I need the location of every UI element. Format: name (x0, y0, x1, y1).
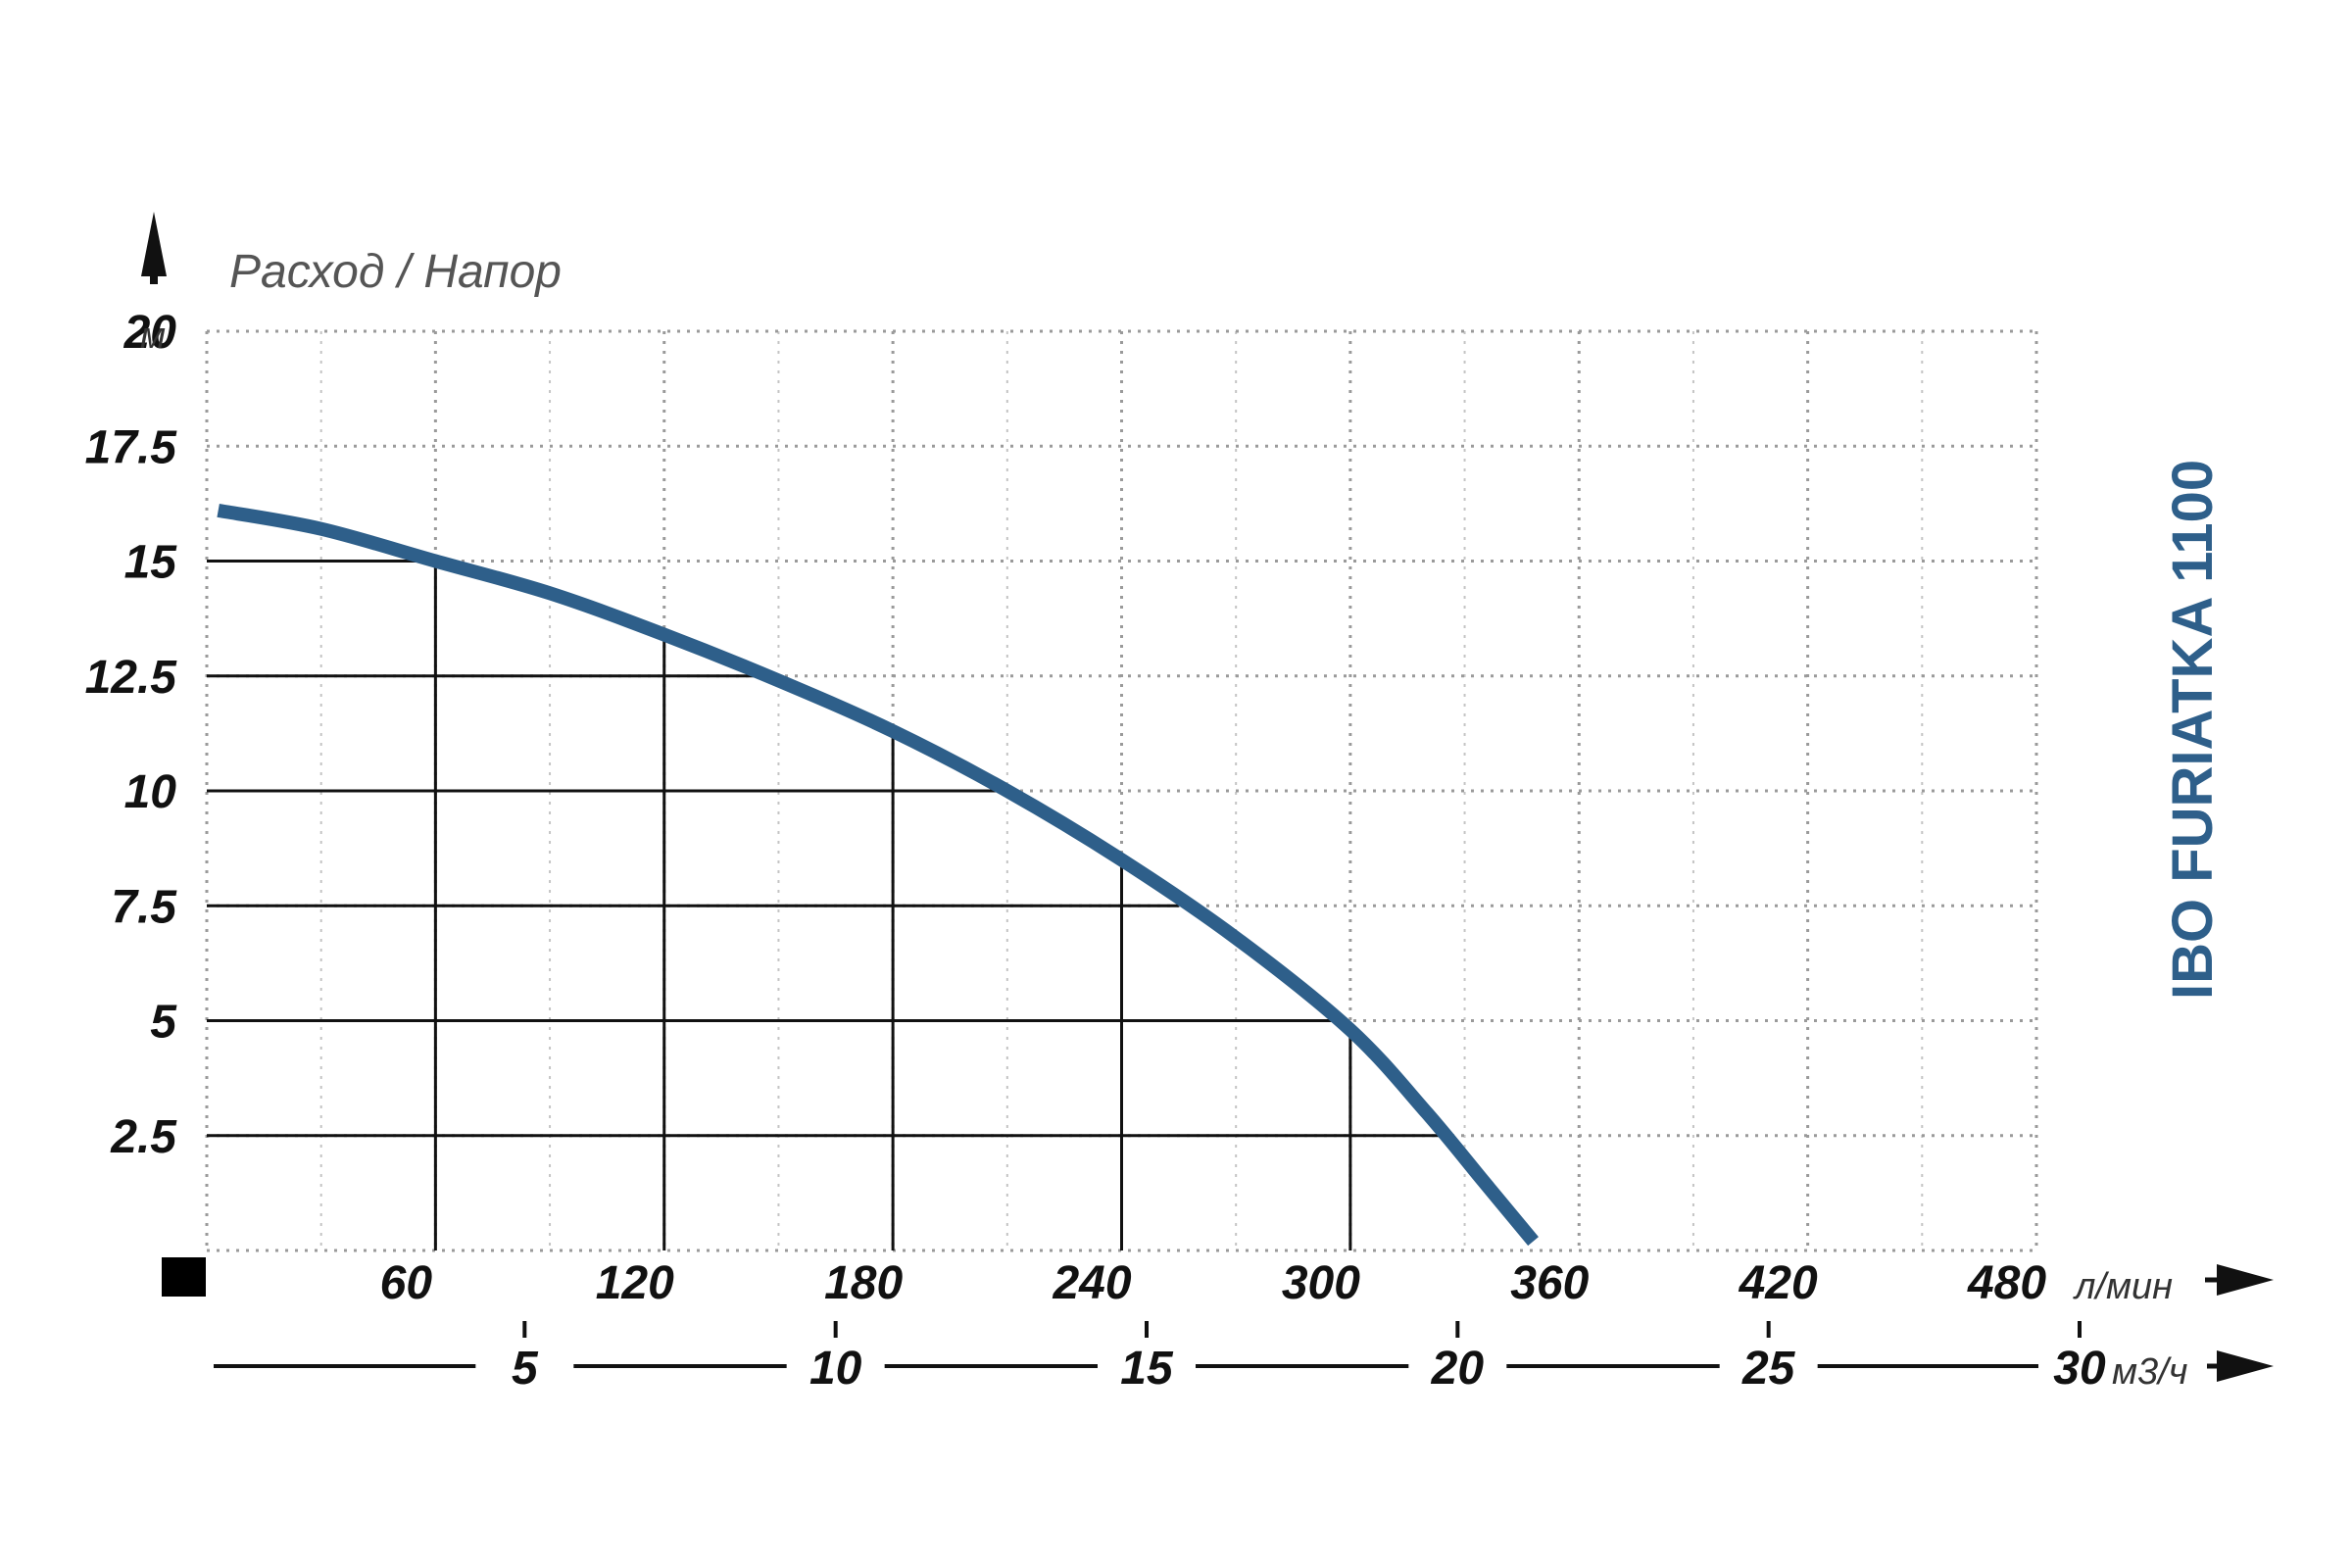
performance-curve (217, 504, 1539, 1247)
y-tick-label: 17.5 (85, 421, 178, 473)
x2-tick-label: 20 (1431, 1343, 1485, 1395)
x2-tick-label: 10 (809, 1343, 862, 1395)
x2-tick-label: 25 (1741, 1343, 1796, 1395)
x-tick-label: 420 (1739, 1257, 1818, 1309)
y-tick-label: 5 (150, 997, 177, 1049)
tick-labels: 20 17.5 15 12.5 10 7.5 5 2.5 м 60 120 180 240 300 360 4… (85, 307, 2274, 1395)
secondary-axis-arrow-icon (2217, 1350, 2274, 1382)
y-axis-title: Расход / Напор (229, 246, 562, 298)
y-tick-label: 7.5 (111, 881, 177, 933)
x-tick-label: 60 (380, 1257, 433, 1309)
x-tick-label: 300 (1282, 1257, 1360, 1309)
y-tick-label: 15 (124, 537, 178, 589)
x-unit-label: л/мин (2073, 1266, 2173, 1307)
x-tick-label: 120 (596, 1257, 674, 1309)
y-tick-label: 2.5 (110, 1111, 177, 1163)
y-tick-label: 20 (123, 307, 177, 359)
x2-tick-label: 30 (2053, 1343, 2106, 1395)
y-tick-label: 12.5 (85, 652, 178, 704)
y-unit-label: м (140, 316, 166, 357)
y-axis-arrow-icon (141, 212, 167, 284)
x-axis-arrow-icon (2217, 1264, 2274, 1296)
y-tick-label: 10 (124, 766, 177, 818)
x2-tick-label: 5 (512, 1343, 539, 1395)
curve-layer (217, 504, 1539, 1247)
x2-unit-label: м3/ч (2112, 1351, 2187, 1393)
x-tick-label: 480 (1967, 1257, 2046, 1309)
x-tick-label: 360 (1510, 1257, 1589, 1309)
x2-tick-label: 15 (1120, 1343, 1174, 1395)
reference-lines (207, 560, 1450, 1250)
origin-square-icon (162, 1257, 206, 1297)
x-tick-label: 180 (824, 1257, 903, 1309)
x-tick-label: 240 (1052, 1257, 1131, 1309)
model-label: IBO FURIATKA 1100 (2161, 460, 2225, 1000)
